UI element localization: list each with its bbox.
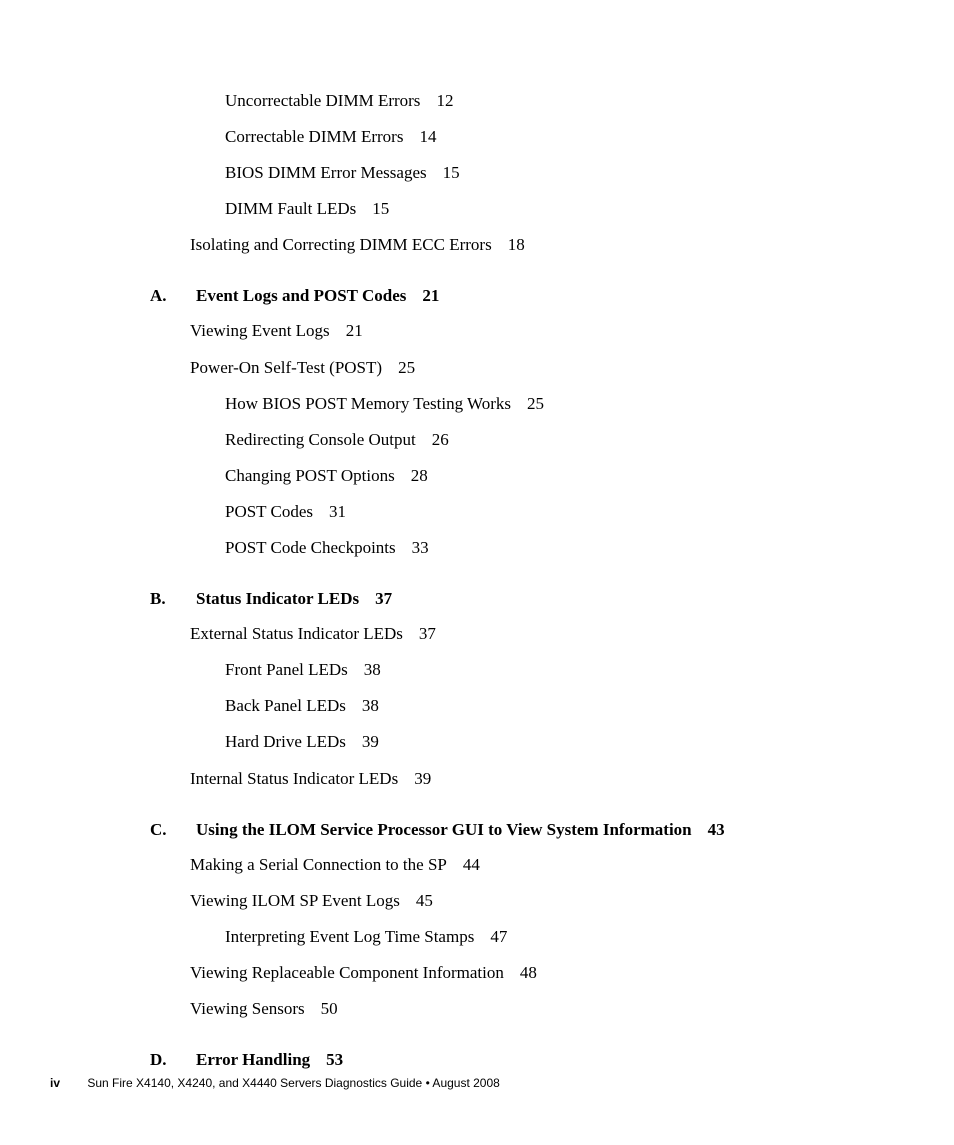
toc-entry-title: Front Panel LEDs [225,660,348,679]
toc-entry: Front Panel LEDs 38 [90,659,864,681]
toc-entry: DIMM Fault LEDs 15 [90,198,864,220]
toc-section-page: 53 [326,1050,343,1069]
toc-entry-page: 39 [414,769,431,788]
toc-entry-title: Back Panel LEDs [225,696,346,715]
toc-entry-title: BIOS DIMM Error Messages [225,163,427,182]
toc-entry-title: External Status Indicator LEDs [190,624,403,643]
toc-entry-title: Internal Status Indicator LEDs [190,769,398,788]
toc-entry-title: Power-On Self-Test (POST) [190,358,382,377]
toc-entry: Changing POST Options 28 [90,465,864,487]
toc-entry-title: Redirecting Console Output [225,430,416,449]
toc-entry-page: 48 [520,963,537,982]
toc-entry-title: DIMM Fault LEDs [225,199,356,218]
toc-section-page: 37 [375,589,392,608]
toc-entry-title: Correctable DIMM Errors [225,127,403,146]
toc-section-title: Status Indicator LEDs 37 [196,589,864,609]
toc-entry-page: 21 [346,321,363,340]
toc-entry-page: 44 [463,855,480,874]
toc-entry-title: Viewing Replaceable Component Informatio… [190,963,504,982]
footer-text: Sun Fire X4140, X4240, and X4440 Servers… [87,1076,499,1090]
toc-section-title: Using the ILOM Service Processor GUI to … [196,820,864,840]
toc-entry-page: 26 [432,430,449,449]
toc-entry: Redirecting Console Output 26 [90,429,864,451]
toc-entry-title: POST Code Checkpoints [225,538,396,557]
toc-entry-page: 25 [398,358,415,377]
toc-entry: Back Panel LEDs 38 [90,695,864,717]
toc-entry: Viewing Sensors 50 [90,998,864,1020]
toc-entry-title: Isolating and Correcting DIMM ECC Errors [190,235,492,254]
toc-entry-page: 38 [362,696,379,715]
table-of-contents: Uncorrectable DIMM Errors 12 Correctable D… [90,90,864,1070]
toc-entry-page: 39 [362,732,379,751]
toc-entry: POST Code Checkpoints 33 [90,537,864,559]
toc-entry-title: Viewing Sensors [190,999,305,1018]
toc-entry-page: 45 [416,891,433,910]
toc-section-heading: C.Using the ILOM Service Processor GUI t… [90,820,864,840]
toc-entry-title: Interpreting Event Log Time Stamps [225,927,474,946]
toc-entry-page: 25 [527,394,544,413]
toc-entry-title: How BIOS POST Memory Testing Works [225,394,511,413]
toc-entry-page: 14 [419,127,436,146]
toc-entry-title: Viewing ILOM SP Event Logs [190,891,400,910]
toc-section-title-text: Using the ILOM Service Processor GUI to … [196,820,692,839]
toc-entry-title: Making a Serial Connection to the SP [190,855,447,874]
toc-section-title: Event Logs and POST Codes 21 [196,286,864,306]
toc-entry-page: 12 [436,91,453,110]
toc-entry: Viewing ILOM SP Event Logs 45 [90,890,864,912]
toc-entry-title: POST Codes [225,502,313,521]
toc-entry-page: 33 [412,538,429,557]
toc-entry-page: 37 [419,624,436,643]
toc-entry-page: 47 [490,927,507,946]
toc-entry-page: 15 [443,163,460,182]
toc-entry-page: 28 [411,466,428,485]
toc-entry-title: Uncorrectable DIMM Errors [225,91,420,110]
toc-entry: Viewing Replaceable Component Informatio… [90,962,864,984]
toc-entry-page: 31 [329,502,346,521]
toc-entry: Power-On Self-Test (POST) 25 [90,357,864,379]
toc-entry-page: 50 [321,999,338,1018]
toc-entry: Internal Status Indicator LEDs 39 [90,768,864,790]
page-content: Uncorrectable DIMM Errors 12 Correctable D… [0,0,954,1070]
toc-section-letter: A. [90,286,196,306]
page-footer: iv Sun Fire X4140, X4240, and X4440 Serv… [50,1076,500,1090]
toc-entry: Uncorrectable DIMM Errors 12 [90,90,864,112]
toc-entry-title: Viewing Event Logs [190,321,330,340]
toc-section-title: Error Handling 53 [196,1050,864,1070]
toc-section-letter: D. [90,1050,196,1070]
toc-entry-page: 15 [372,199,389,218]
toc-section-letter: B. [90,589,196,609]
toc-entry: Interpreting Event Log Time Stamps 47 [90,926,864,948]
toc-entry-title: Changing POST Options [225,466,395,485]
toc-section-heading: A.Event Logs and POST Codes 21 [90,286,864,306]
toc-entry-page: 18 [508,235,525,254]
toc-section-heading: D.Error Handling 53 [90,1050,864,1070]
toc-section-heading: B.Status Indicator LEDs 37 [90,589,864,609]
toc-entry: External Status Indicator LEDs 37 [90,623,864,645]
toc-section-letter: C. [90,820,196,840]
toc-section-title-text: Event Logs and POST Codes [196,286,406,305]
toc-entry: Viewing Event Logs 21 [90,320,864,342]
toc-section-title-text: Status Indicator LEDs [196,589,359,608]
toc-entry: BIOS DIMM Error Messages 15 [90,162,864,184]
toc-entry: Making a Serial Connection to the SP 44 [90,854,864,876]
toc-entry: Correctable DIMM Errors 14 [90,126,864,148]
toc-section-page: 21 [422,286,439,305]
toc-entry: Hard Drive LEDs 39 [90,731,864,753]
toc-entry: POST Codes 31 [90,501,864,523]
toc-entry-page: 38 [364,660,381,679]
toc-entry: Isolating and Correcting DIMM ECC Errors… [90,234,864,256]
toc-section-title-text: Error Handling [196,1050,310,1069]
toc-entry-title: Hard Drive LEDs [225,732,346,751]
toc-entry: How BIOS POST Memory Testing Works 25 [90,393,864,415]
toc-section-page: 43 [708,820,725,839]
footer-page-number: iv [50,1076,60,1090]
